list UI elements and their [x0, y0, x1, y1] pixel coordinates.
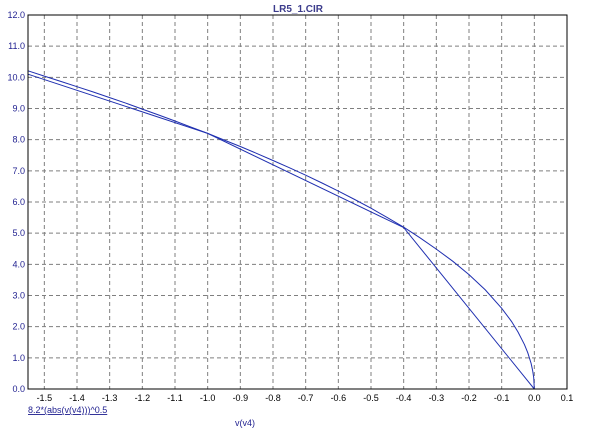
chart-title: LR5_1.CIR — [273, 4, 324, 15]
series-line-1 — [27, 70, 535, 390]
y-tick-label: 1.0 — [12, 353, 25, 363]
x-tick-label: -1.0 — [200, 393, 216, 403]
x-axis-label: v(v4) — [235, 418, 255, 428]
plot-frame — [27, 14, 568, 390]
x-tick-label: -1.1 — [167, 393, 183, 403]
y-tick-label: 9.0 — [12, 104, 25, 114]
x-tick-label: -0.7 — [298, 393, 314, 403]
x-tick-label: 0.0 — [528, 393, 541, 403]
x-tick-label: -1.2 — [135, 393, 151, 403]
y-tick-label: 8.0 — [12, 135, 25, 145]
y-tick-label: 10.0 — [7, 72, 25, 82]
series-line-2 — [27, 73, 535, 390]
x-tick-label: -0.2 — [461, 393, 477, 403]
y-tick-label: 3.0 — [12, 291, 25, 301]
x-tick-label: -0.9 — [233, 393, 249, 403]
x-tick-label: 0.1 — [561, 393, 574, 403]
grid — [28, 15, 567, 389]
series-layer — [27, 70, 535, 390]
x-tick-label: -0.8 — [265, 393, 281, 403]
x-tick-label: -0.5 — [363, 393, 379, 403]
x-tick-label: -1.5 — [37, 393, 53, 403]
y-tick-label: 2.0 — [12, 322, 25, 332]
y-tick-label: 6.0 — [12, 197, 25, 207]
y-axis-ticks: 0.0 1.0 2.0 3.0 4.0 5.0 6.0 7.0 8.0 9.0 10.0 11.0 12… — [7, 10, 25, 394]
y-tick-label: 5.0 — [12, 228, 25, 238]
y-tick-label: 11.0 — [8, 41, 25, 51]
x-tick-label: -0.4 — [396, 393, 412, 403]
x-tick-label: -0.1 — [494, 393, 510, 403]
x-tick-label: -0.3 — [429, 393, 445, 403]
x-tick-label: -0.6 — [331, 393, 347, 403]
y-tick-label: 0.0 — [12, 384, 25, 394]
x-axis-ticks: -1.5 -1.4 -1.3 -1.2 -1.1 -1.0 -0.9 -0.8 -0.7 -0.6… — [37, 393, 574, 403]
x-tick-label: -1.4 — [69, 393, 85, 403]
y-tick-label: 12.0 — [7, 10, 25, 20]
y-tick-label: 7.0 — [12, 166, 25, 176]
y-tick-label: 4.0 — [12, 259, 25, 269]
x-tick-label: -1.3 — [102, 393, 118, 403]
legend-expression-link[interactable]: 8.2*(abs(v(v4)))^0.5 — [28, 405, 107, 415]
